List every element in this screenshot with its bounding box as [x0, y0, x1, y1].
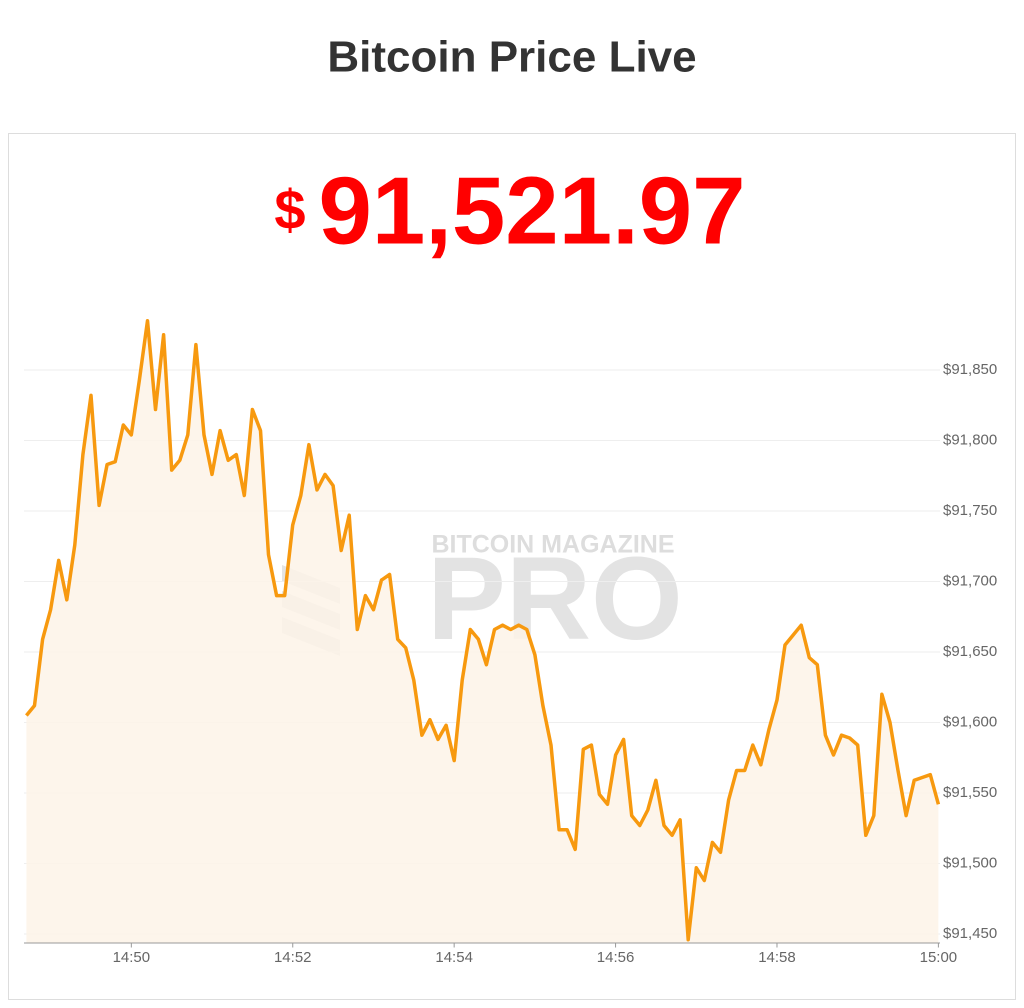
- x-tick-label: 15:00: [920, 949, 958, 966]
- y-tick-label: $91,550: [943, 784, 997, 801]
- watermark-top: BITCOIN MAGAZINE: [431, 531, 674, 559]
- y-tick-label: $91,500: [943, 855, 997, 872]
- y-tick-label: $91,800: [943, 431, 997, 448]
- x-tick-label: 14:54: [435, 949, 473, 966]
- price-amount: 91,521.97: [318, 157, 745, 264]
- price-line: [25, 318, 941, 942]
- y-tick-label: $91,750: [943, 502, 997, 519]
- x-tick-label: 14:58: [758, 949, 796, 966]
- area: [26, 320, 939, 943]
- y-tick-label: $91,600: [943, 713, 997, 730]
- page-title: Bitcoin Price Live: [327, 33, 696, 82]
- x-tick-label: 14:50: [113, 949, 151, 966]
- x-tick-label: 14:52: [274, 949, 312, 966]
- y-tick-label: $91,850: [943, 361, 997, 378]
- y-tick-label: $91,700: [943, 572, 997, 589]
- y-tick-label: $91,450: [943, 925, 997, 942]
- y-tick-label: $91,650: [943, 643, 997, 660]
- watermark-main: PRO: [427, 533, 683, 665]
- x-tick-label: 14:56: [597, 949, 635, 966]
- price-symbol: $: [274, 178, 305, 241]
